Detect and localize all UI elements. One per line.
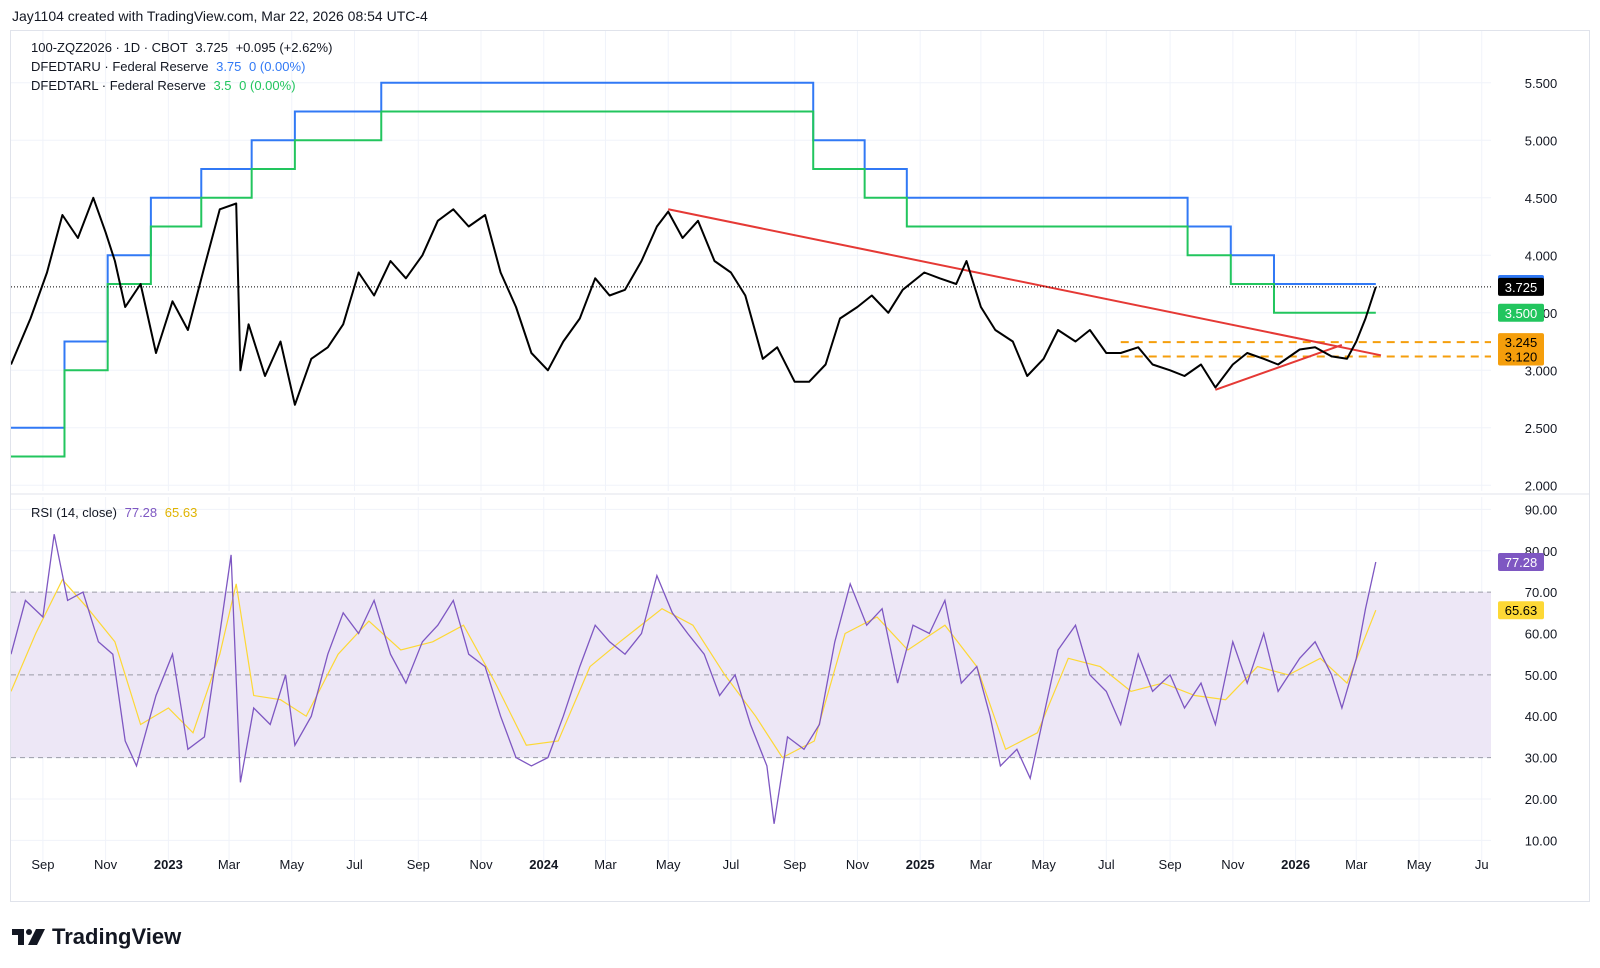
legend-lower: DFEDTARL · Federal Reserve 3.5 0 (0.00%) [31,78,300,93]
time-axis-label: Nov [1221,857,1245,872]
rsi-badge-label: 65.63 [1505,603,1538,618]
time-axis-label: Nov [94,857,118,872]
price-axis-label: 5.000 [1525,133,1558,148]
series-rsi-ma-line [11,578,1377,759]
legend-lower-change: 0 (0.00%) [239,78,296,93]
price-axis-label: 4.500 [1525,191,1558,206]
series-dfedtaru-line [11,81,1376,429]
legend-upper: DFEDTARU · Federal Reserve 3.75 0 (0.00%… [31,59,309,74]
tradingview-brand[interactable]: TradingView [12,924,181,950]
price-axis-label: 4.000 [1525,248,1558,263]
legend-lower-value: 3.5 [213,78,232,93]
series-price-line [11,196,1377,406]
price-badge-label: 3.120 [1505,349,1538,364]
time-axis-label: Jul [346,857,363,872]
chart-credit: Jay1104 created with TradingView.com, Ma… [12,8,428,24]
rsi-axis-label: 30.00 [1525,751,1558,766]
time-axis-label: Sep [407,857,430,872]
series-rsi-line [11,534,1377,824]
legend-lower-name: DFEDTARL · Federal Reserve [31,78,206,93]
time-axis-label: Mar [970,857,993,872]
price-badge-label: 3.245 [1505,335,1538,350]
rsi-axis-label: 40.00 [1525,709,1558,724]
series-dfedtarl-line [11,110,1376,458]
time-axis-label: Mar [218,857,241,872]
legend-upper-change: 0 (0.00%) [249,59,306,74]
legend-upper-name: DFEDTARU · Federal Reserve [31,59,209,74]
price-badge [1498,277,1544,296]
price-axis-label: 2.500 [1525,421,1558,436]
time-axis-label: 2023 [154,857,183,872]
legend-main-value: 3.725 [195,40,228,55]
time-axis-label: Nov [846,857,870,872]
rsi-axis-label: 10.00 [1525,833,1558,848]
rsi-axis-label: 20.00 [1525,792,1558,807]
rsi-badge-label: 77.28 [1505,555,1538,570]
legend-main-change: +0.095 (+2.62%) [235,40,333,55]
rsi-axis-label: 50.00 [1525,668,1558,683]
legend-upper-value: 3.75 [216,59,242,74]
legend-main-name: 100-ZQZ2026 · 1D · CBOT [31,40,188,55]
time-axis-label: 2024 [529,857,559,872]
price-badge [1498,333,1544,352]
time-axis-label: May [1031,857,1056,872]
price-badge [1498,347,1544,366]
chart-frame: 5.500 5.000 4.500 4.000 3.500 3.000 2.500 2.000… [10,30,1590,902]
time-axis-label: Ju [1475,857,1489,872]
trendline [668,208,1382,357]
trendline [1215,344,1343,391]
time-axis-label: May [656,857,681,872]
price-axis-label: 5.500 [1525,76,1558,91]
time-axis-label: May [1407,857,1432,872]
time-axis-label: Sep [783,857,806,872]
chart-canvas[interactable]: 5.500 5.000 4.500 4.000 3.500 3.000 2.500 2.000… [11,31,1589,901]
price-badge [1498,303,1544,322]
price-badge-label: 3.500 [1505,306,1538,321]
legend-main: 100-ZQZ2026 · 1D · CBOT 3.725 +0.095 (+2… [31,40,336,55]
legend-rsi-value: 77.28 [124,505,158,520]
time-axis-label: 2026 [1281,857,1310,872]
time-axis-label: Jul [1098,857,1115,872]
legend-rsi-ma: 65.63 [164,505,198,520]
price-axis-label: 3.000 [1525,363,1558,378]
legend-rsi-name: RSI (14, close) [31,505,117,520]
rsi-badge [1498,553,1544,572]
time-axis-label: Nov [469,857,493,872]
rsi-axis-label: 70.00 [1525,585,1558,600]
time-axis-label: Sep [1159,857,1182,872]
time-axis-label: May [279,857,304,872]
time-axis-label: Mar [1345,857,1368,872]
time-axis-label: Jul [723,857,740,872]
rsi-axis-label: 60.00 [1525,627,1558,642]
legend-rsi: RSI (14, close) 77.28 65.63 [31,505,201,520]
rsi-badge [1498,601,1544,620]
time-axis-label: Mar [594,857,617,872]
brand-name: TradingView [52,924,182,949]
price-badge-label: 3.725 [1505,280,1538,295]
rsi-axis-label: 90.00 [1525,502,1558,517]
time-axis-label: 2025 [906,857,935,872]
tradingview-logo-icon [12,929,45,945]
time-axis-label: Sep [31,857,54,872]
price-axis-label: 2.000 [1525,478,1558,493]
